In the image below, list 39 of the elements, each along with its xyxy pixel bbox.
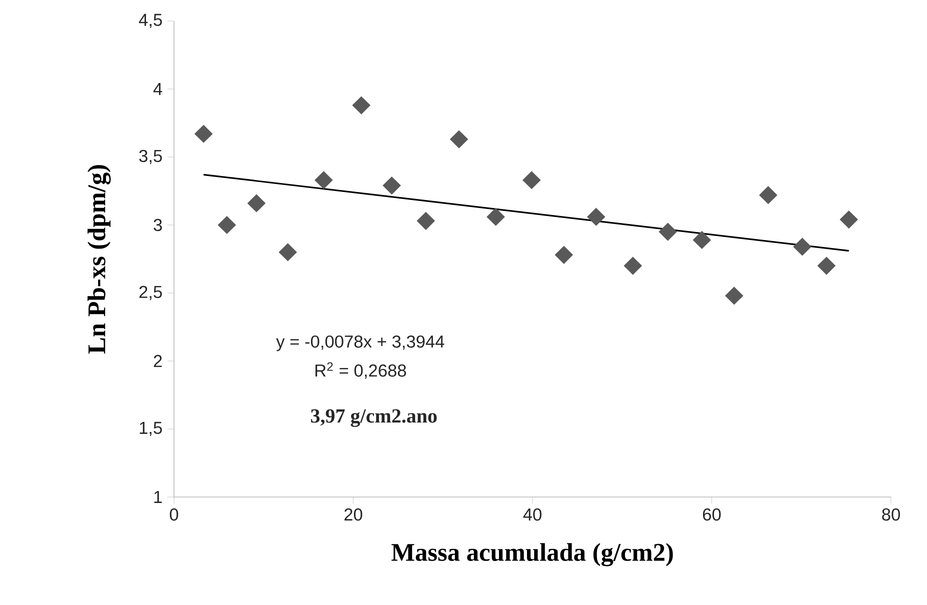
point xyxy=(194,124,213,143)
point xyxy=(692,231,711,249)
x-axis-title: Massa acumulada (g/cm2) xyxy=(392,543,673,566)
x-tick-label: 60 xyxy=(702,508,721,521)
point xyxy=(554,246,573,264)
x-tick-label: 0 xyxy=(170,508,178,521)
x-tick-label: 80 xyxy=(882,508,900,521)
point xyxy=(278,243,297,262)
point xyxy=(587,208,606,226)
point xyxy=(314,171,333,190)
y-tick-label: 3,5 xyxy=(139,150,162,164)
point xyxy=(382,176,401,194)
point xyxy=(624,256,642,275)
point xyxy=(486,208,505,226)
y-tick-label: 4,5 xyxy=(138,14,162,28)
point xyxy=(658,222,677,241)
point xyxy=(725,286,744,305)
point xyxy=(759,186,778,204)
y-tick-label: 4 xyxy=(153,83,162,95)
point xyxy=(793,238,812,256)
x-tick-label: 40 xyxy=(523,508,542,521)
point xyxy=(522,171,541,190)
y-tick-label: 1 xyxy=(154,491,162,503)
point xyxy=(817,256,836,275)
y-tick-label: 2,5 xyxy=(139,286,162,300)
annotation: R$^{2}$ = 0,2688 xyxy=(315,362,406,379)
y-tick-label: 3 xyxy=(154,218,162,232)
y-tick-label: 2 xyxy=(154,354,162,368)
point xyxy=(840,210,858,228)
point xyxy=(218,216,236,234)
annotation: 3,97 g/cm2.ano xyxy=(311,409,437,427)
point xyxy=(247,194,266,212)
point xyxy=(450,130,468,148)
x-tick-label: 20 xyxy=(344,508,362,521)
point xyxy=(416,212,435,230)
y-tick-label: 1,5 xyxy=(140,422,162,436)
annotation: y = -0,0078x + 3,3944 xyxy=(276,335,444,352)
y-axis-title: Ln Pb-xs (dpm/g) xyxy=(88,165,111,354)
point xyxy=(352,96,370,114)
